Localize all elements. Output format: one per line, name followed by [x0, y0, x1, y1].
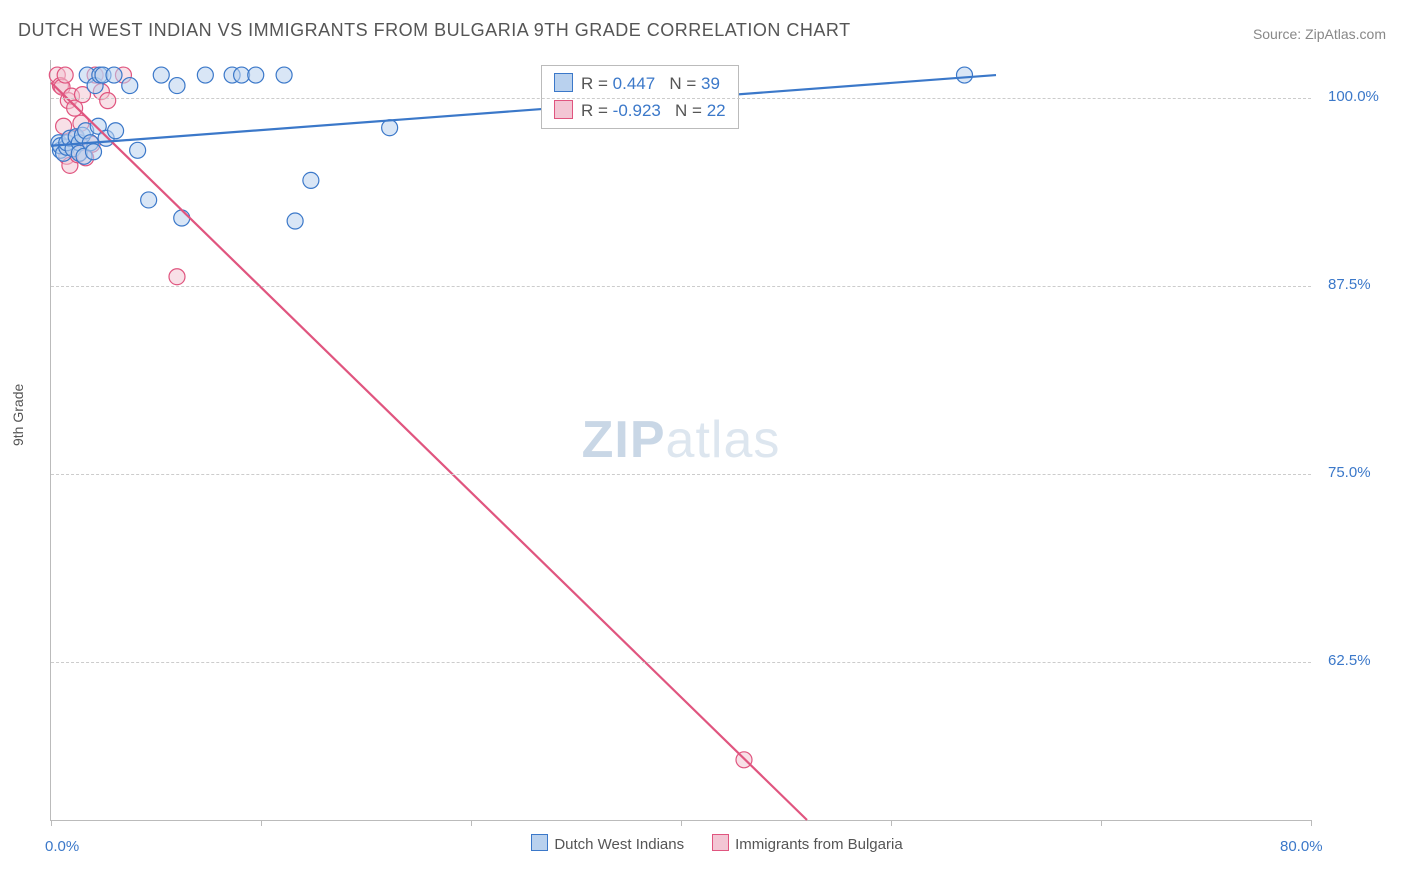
gridline: [51, 474, 1311, 475]
data-point-bulgaria: [169, 269, 185, 285]
stats-row-bulgaria: R = -0.923 N = 22: [554, 97, 726, 124]
data-point-bulgaria: [100, 93, 116, 109]
x-tick-label-last: 80.0%: [1280, 838, 1323, 855]
data-point-dutch: [153, 67, 169, 83]
data-point-dutch: [86, 144, 102, 160]
plot-area: ZIPatlas R = 0.447 N = 39R = -0.923 N = …: [50, 60, 1311, 821]
stat-n-dutch: 39: [701, 74, 720, 93]
data-point-dutch: [303, 172, 319, 188]
data-point-dutch: [382, 120, 398, 136]
data-point-dutch: [276, 67, 292, 83]
legend-label-dutch: Dutch West Indians: [554, 836, 684, 853]
data-point-dutch: [169, 78, 185, 94]
stat-r-bulgaria: -0.923: [613, 101, 661, 120]
legend-swatch-bulgaria: [554, 100, 573, 119]
data-point-dutch: [130, 142, 146, 158]
chart-svg: [51, 60, 1311, 820]
trend-line-bulgaria: [51, 83, 807, 820]
x-tick: [261, 820, 262, 826]
data-point-dutch: [248, 67, 264, 83]
source-prefix: Source:: [1253, 26, 1305, 42]
legend-label-bulgaria: Immigrants from Bulgaria: [735, 836, 903, 853]
y-tick-label: 75.0%: [1328, 464, 1371, 481]
data-point-dutch: [108, 123, 124, 139]
x-tick: [1101, 820, 1102, 826]
data-point-dutch: [287, 213, 303, 229]
y-axis-label: 9th Grade: [10, 384, 26, 446]
x-tick: [681, 820, 682, 826]
data-point-dutch: [106, 67, 122, 83]
gridline: [51, 662, 1311, 663]
x-tick-label-first: 0.0%: [45, 838, 79, 855]
stats-row-dutch: R = 0.447 N = 39: [554, 70, 726, 97]
data-point-dutch: [141, 192, 157, 208]
gridline: [51, 286, 1311, 287]
stat-n-bulgaria: 22: [707, 101, 726, 120]
legend-swatch-dutch-bottom: [531, 834, 548, 851]
chart-title: DUTCH WEST INDIAN VS IMMIGRANTS FROM BUL…: [18, 20, 851, 41]
x-tick: [51, 820, 52, 826]
gridline: [51, 98, 1311, 99]
data-point-dutch: [174, 210, 190, 226]
source-credit: Source: ZipAtlas.com: [1253, 26, 1386, 42]
stat-r-dutch: 0.447: [613, 74, 656, 93]
data-point-dutch: [197, 67, 213, 83]
x-tick: [1311, 820, 1312, 826]
y-tick-label: 87.5%: [1328, 276, 1371, 293]
legend-bottom: Dutch West Indians Immigrants from Bulgar…: [0, 834, 1406, 853]
y-tick-label: 100.0%: [1328, 88, 1379, 105]
data-point-dutch: [122, 78, 138, 94]
legend-swatch-dutch: [554, 73, 573, 92]
legend-item-dutch: Dutch West Indians: [503, 836, 684, 853]
trend-line-dutch: [51, 75, 996, 146]
data-point-dutch: [957, 67, 973, 83]
legend-item-bulgaria: Immigrants from Bulgaria: [684, 836, 903, 853]
data-point-bulgaria: [57, 67, 73, 83]
x-tick: [471, 820, 472, 826]
source-link[interactable]: ZipAtlas.com: [1305, 26, 1386, 42]
x-tick: [891, 820, 892, 826]
y-tick-label: 62.5%: [1328, 652, 1371, 669]
legend-swatch-bulgaria-bottom: [712, 834, 729, 851]
